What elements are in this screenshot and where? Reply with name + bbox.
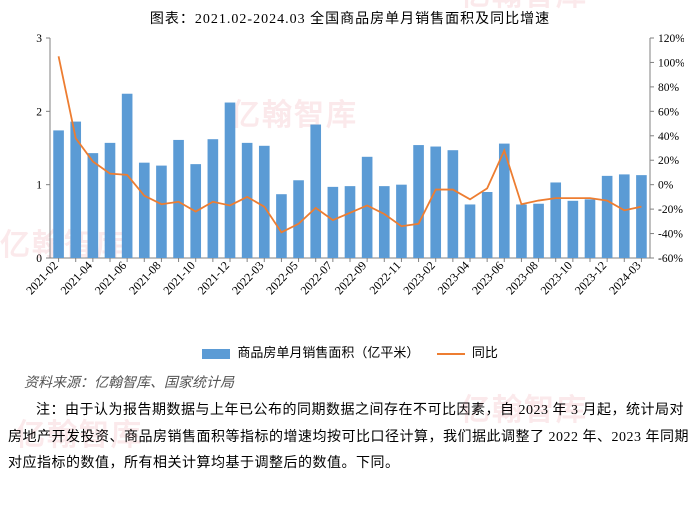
svg-text:3: 3 [36,33,42,45]
footnote-paragraph: 注：由于认为报告期数据与上年已公布的同期数据之间存在不可比因素，自 2023 年… [8,398,690,478]
svg-text:-40%: -40% [658,229,683,241]
svg-text:2022-07: 2022-07 [298,258,336,297]
legend-swatch-line [437,353,465,355]
bar [328,187,339,258]
svg-text:2023-06: 2023-06 [469,258,507,297]
svg-text:-60%: -60% [658,253,683,265]
bar [105,143,116,258]
legend-label-line: 同比 [472,345,498,360]
svg-text:2023-10: 2023-10 [538,258,576,297]
svg-text:120%: 120% [658,33,684,45]
svg-text:2022-05: 2022-05 [263,258,301,297]
bar [430,147,441,258]
svg-text:2023-02: 2023-02 [400,258,438,297]
svg-text:2022-03: 2022-03 [229,258,267,297]
svg-text:2021-10: 2021-10 [160,258,198,297]
svg-text:2021-04: 2021-04 [58,258,96,297]
bar [619,174,630,258]
svg-text:2021-08: 2021-08 [126,258,164,297]
svg-text:2: 2 [36,106,42,118]
bar [396,185,407,258]
bar [465,204,476,258]
bar [173,140,184,258]
bar [516,204,527,258]
bar [379,186,390,258]
bar [533,204,544,258]
svg-text:40%: 40% [658,131,680,143]
bar [585,199,596,258]
svg-text:1: 1 [36,180,42,192]
svg-text:0%: 0% [658,180,674,192]
bar [53,130,64,258]
svg-text:2021-06: 2021-06 [92,258,130,297]
svg-text:80%: 80% [658,82,680,94]
bar [568,201,579,258]
svg-text:20%: 20% [658,155,680,167]
legend-swatch-bar [202,349,230,359]
footnotes: 注：由于认为报告期数据与上年已公布的同期数据之间存在不可比因素，自 2023 年… [8,398,690,478]
chart-legend: 商品房单月销售面积（亿平米） 同比 [0,342,700,361]
bar [345,186,356,258]
bar [482,192,493,258]
bar [413,145,424,258]
bar [242,143,253,258]
svg-text:2022-09: 2022-09 [332,258,370,297]
bar [550,182,561,258]
bar [636,175,647,258]
source-line: 资料来源：亿翰智库、国家统计局 [24,372,234,392]
dual-axis-chart: 0 1 2 3 -60% -40% -20% 0% 20% 40% 60% 80% 100% 120% 20… [16,30,684,330]
svg-text:2021-12: 2021-12 [195,258,233,297]
bar [310,125,321,258]
bar [139,163,150,258]
svg-text:60%: 60% [658,106,680,118]
svg-text:2024-03: 2024-03 [606,258,644,297]
bar [448,150,459,258]
svg-text:0: 0 [36,253,42,265]
bar [259,146,270,258]
svg-text:-20%: -20% [658,204,683,216]
svg-text:2021-02: 2021-02 [23,258,61,297]
bar [225,103,236,258]
chart-title: 图表：2021.02-2024.03 全国商品房单月销售面积及同比增速 [0,8,700,28]
svg-text:2022-11: 2022-11 [366,258,403,296]
bar [208,139,219,258]
svg-text:2023-12: 2023-12 [572,258,610,297]
bar [156,166,167,258]
bar [88,153,99,258]
bar [602,176,613,258]
svg-text:2023-08: 2023-08 [503,258,541,297]
legend-label-bars: 商品房单月销售面积（亿平米） [237,345,419,360]
svg-text:2023-04: 2023-04 [435,258,473,297]
svg-text:100%: 100% [658,57,684,69]
